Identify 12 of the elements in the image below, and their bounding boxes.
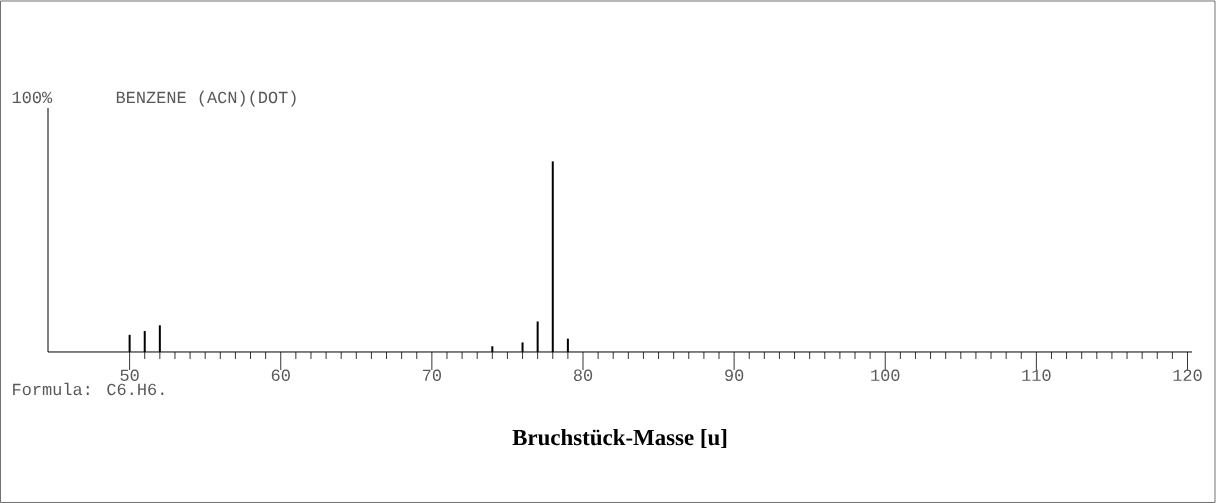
x-tick-label: 100 — [871, 369, 900, 382]
x-tick-label: 50 — [120, 369, 139, 382]
x-tick-label: 120 — [1173, 369, 1202, 382]
x-tick-label: 90 — [725, 369, 744, 382]
text: 100% — [12, 91, 53, 104]
x-axis-title: Bruchstück-Masse [u] — [512, 429, 727, 449]
x-tick-label: 70 — [423, 369, 441, 382]
text: Formula: C6.H6. — [13, 382, 164, 396]
x-tick-label: 110 — [1022, 369, 1051, 382]
x-tick-label: 60 — [271, 369, 290, 382]
x-tick-label: 80 — [573, 369, 593, 382]
chart-title: BENZENE (ACN)(DOT) — [116, 90, 296, 107]
